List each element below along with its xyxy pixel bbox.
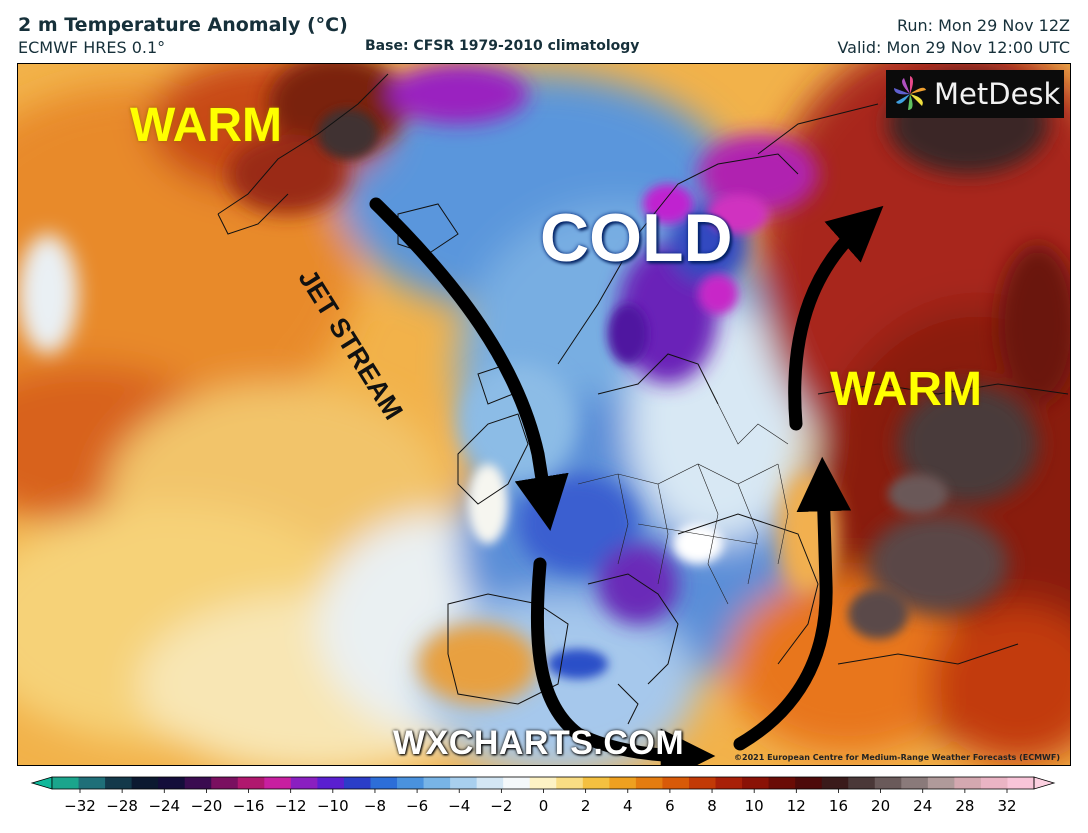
colorbar-tick-label: 4 <box>623 797 633 815</box>
colorbar-tick-label: −20 <box>191 797 223 815</box>
run-time-label: Run: Mon 29 Nov 12Z <box>896 16 1070 35</box>
colorbar-tick-label: −6 <box>406 797 428 815</box>
colorbar-band <box>211 777 239 789</box>
colorbar-tick-label: −28 <box>106 797 138 815</box>
colorbar-tick-label: −24 <box>148 797 180 815</box>
copyright-notice: ©2021 European Centre for Medium-Range W… <box>734 753 1060 762</box>
colorbar-extend-low <box>30 776 53 790</box>
colorbar-band <box>635 777 663 789</box>
colorbar-band <box>609 777 637 789</box>
colorbar-band <box>821 777 849 789</box>
colorbar-band <box>742 777 770 789</box>
colorbar-band <box>450 777 478 789</box>
jet-stream-arrow-up <box>733 456 852 751</box>
colorbar-band <box>290 777 318 789</box>
colorbar-tick-label: 16 <box>829 797 848 815</box>
colorbar-tick-label: −12 <box>275 797 307 815</box>
colorbar-tick-label: −2 <box>490 797 512 815</box>
colorbar-band <box>131 777 159 789</box>
colorbar-band <box>927 777 955 789</box>
metdesk-logo: MetDesk <box>886 70 1064 118</box>
cold-label: COLD <box>540 200 733 276</box>
logo-text: MetDesk <box>934 77 1061 111</box>
jet-stream-arrow-down <box>369 197 569 531</box>
colorbar-band <box>715 777 743 789</box>
colorbar-tick-label: 20 <box>871 797 890 815</box>
anomaly-field-fine <box>318 109 948 679</box>
colorbar-ticks: −32 −28 −24 −20 −16 −12 −10 −8 −6 −4 −2 0 2 4 6 8 10 12 16… <box>64 789 1017 815</box>
model-label: ECMWF HRES 0.1° <box>18 38 166 57</box>
colorbar-tick-label: 8 <box>707 797 717 815</box>
colorbar-band <box>848 777 876 789</box>
watermark: WXCHARTS.COM <box>393 724 685 762</box>
colorbar-band <box>397 777 425 789</box>
colorbar-band <box>237 777 265 789</box>
colorbar-tick-label: 12 <box>787 797 806 815</box>
colorbar-band <box>370 777 398 789</box>
flow-arrows <box>369 197 884 765</box>
colorbar-band <box>343 777 371 789</box>
colorbar-band <box>105 777 133 789</box>
colorbar-tick-label: −4 <box>448 797 470 815</box>
colorbar-band <box>768 777 796 789</box>
chart-title: 2 m Temperature Anomaly (°C) <box>18 14 348 36</box>
colorbar-tick-label: 28 <box>955 797 974 815</box>
colorbar-band <box>1007 777 1035 789</box>
colorbar-bands <box>30 776 1056 790</box>
colorbar-band <box>476 777 504 789</box>
colorbar-tick-label: 10 <box>745 797 764 815</box>
coastlines <box>217 73 1069 725</box>
colorbar-tick-label: −8 <box>364 797 386 815</box>
colorbar-band <box>795 777 823 789</box>
jet-stream-arrow-trough <box>530 557 716 765</box>
colorbar-outline <box>51 776 1035 790</box>
colorbar-tick-label: −16 <box>233 797 265 815</box>
colorbar: −32 −28 −24 −20 −16 −12 −10 −8 −6 −4 −2 0 2 4 6 8 10 12 16… <box>30 776 1056 815</box>
valid-time-label: Valid: Mon 29 Nov 12:00 UTC <box>837 38 1070 57</box>
colorbar-tick-label: 0 <box>539 797 549 815</box>
colorbar-band <box>529 777 557 789</box>
colorbar-band <box>423 777 451 789</box>
colorbar-tick-label: −10 <box>317 797 349 815</box>
colorbar-band <box>503 777 531 789</box>
colorbar-band <box>901 777 929 789</box>
colorbar-band <box>662 777 690 789</box>
pinwheel-icon <box>894 76 926 110</box>
colorbar-band <box>78 777 106 789</box>
colorbar-band <box>980 777 1008 789</box>
colorbar-band <box>158 777 186 789</box>
anomaly-map: WARM COLD WARM JET STREAM WXCHARTS.COM ©… <box>17 63 1071 766</box>
colorbar-band <box>184 777 212 789</box>
colorbar-band <box>688 777 717 789</box>
colorbar-band <box>556 777 584 789</box>
colorbar-band <box>874 777 902 789</box>
colorbar-band <box>582 777 610 789</box>
colorbar-tick-label: −32 <box>64 797 96 815</box>
colorbar-tick-label: 6 <box>665 797 675 815</box>
colorbar-band <box>317 777 345 789</box>
colorbar-band <box>954 777 982 789</box>
jet-stream-arrow-north <box>788 205 884 431</box>
colorbar-band <box>52 777 80 789</box>
colorbar-band <box>264 777 292 789</box>
colorbar-tick-label: 24 <box>913 797 932 815</box>
borders <box>577 403 789 605</box>
colorbar-tick-label: 32 <box>997 797 1016 815</box>
map-canvas <box>18 64 1070 765</box>
colorbar-tick-label: 2 <box>581 797 591 815</box>
climatology-base-label: Base: CFSR 1979-2010 climatology <box>365 38 640 54</box>
warm-label-west: WARM <box>130 99 282 152</box>
colorbar-extend-high <box>1033 776 1056 790</box>
warm-label-east: WARM <box>830 363 982 416</box>
